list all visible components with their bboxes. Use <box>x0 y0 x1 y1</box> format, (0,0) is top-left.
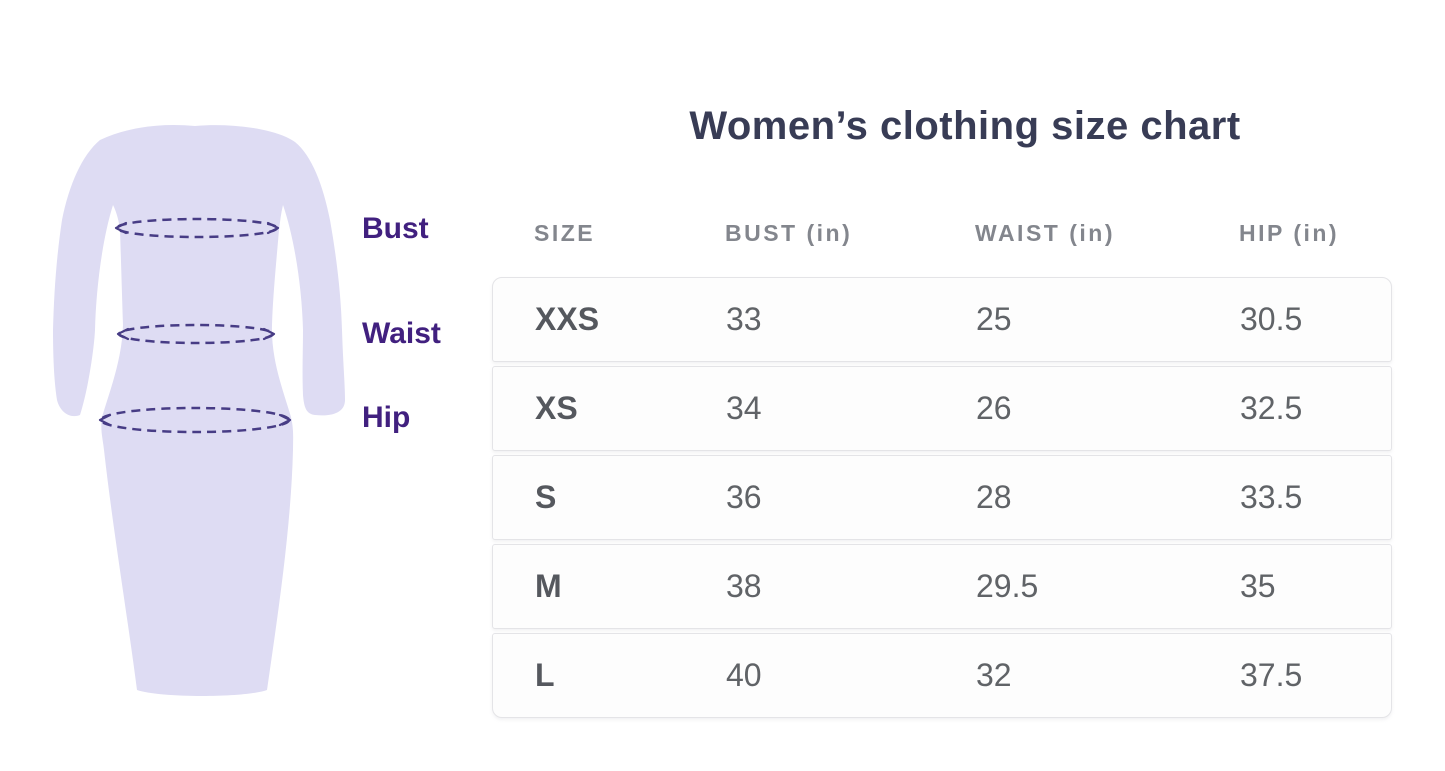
hip-cell: 32.5 <box>1240 390 1303 426</box>
column-header-size: SIZE <box>534 219 596 246</box>
table-row: L 40 32 37.5 <box>492 633 1392 718</box>
bust-cell: 36 <box>726 479 762 515</box>
waist-cell: 25 <box>976 301 1012 337</box>
hip-label: Hip <box>362 401 411 434</box>
dress-silhouette <box>53 124 345 696</box>
bust-label: Bust <box>362 212 429 245</box>
waist-cell: 26 <box>976 390 1012 426</box>
hip-cell: 33.5 <box>1240 479 1303 515</box>
waist-label: Waist <box>362 317 441 350</box>
dress-figure <box>40 110 360 710</box>
waist-cell: 28 <box>976 479 1012 515</box>
table-row: XXS 33 25 30.5 <box>492 277 1392 362</box>
table-row: M 38 29.5 35 <box>492 544 1392 629</box>
size-cell: XS <box>535 390 578 426</box>
page-title: Women’s clothing size chart <box>689 104 1241 148</box>
bust-cell: 33 <box>726 301 762 337</box>
table-row: XS 34 26 32.5 <box>492 366 1392 451</box>
bust-cell: 34 <box>726 390 762 426</box>
hip-cell: 37.5 <box>1240 657 1303 693</box>
column-header-hip: HIP (in) <box>1239 219 1340 246</box>
waist-arrow-tips-icon <box>116 327 276 341</box>
column-header-waist: WAIST (in) <box>975 219 1115 246</box>
size-cell: L <box>535 657 555 693</box>
size-cell: M <box>535 568 562 604</box>
hip-cell: 35 <box>1240 568 1276 604</box>
size-cell: XXS <box>535 301 600 337</box>
table-header-row: SIZE BUST (in) WAIST (in) HIP (in) <box>492 218 1392 248</box>
bust-cell: 40 <box>726 657 762 693</box>
waist-cell: 29.5 <box>976 568 1039 604</box>
waist-cell: 32 <box>976 657 1012 693</box>
column-header-bust: BUST (in) <box>725 219 853 246</box>
table-row: S 36 28 33.5 <box>492 455 1392 540</box>
size-chart-table: XXS 33 25 30.5 XS 34 26 32.5 S 36 28 33.… <box>492 277 1392 718</box>
dress-illustration <box>53 124 345 696</box>
hip-cell: 30.5 <box>1240 301 1303 337</box>
bust-cell: 38 <box>726 568 762 604</box>
size-cell: S <box>535 479 557 515</box>
bust-arrow-tips-icon <box>114 221 280 235</box>
hip-arrow-tips-icon <box>98 413 292 427</box>
